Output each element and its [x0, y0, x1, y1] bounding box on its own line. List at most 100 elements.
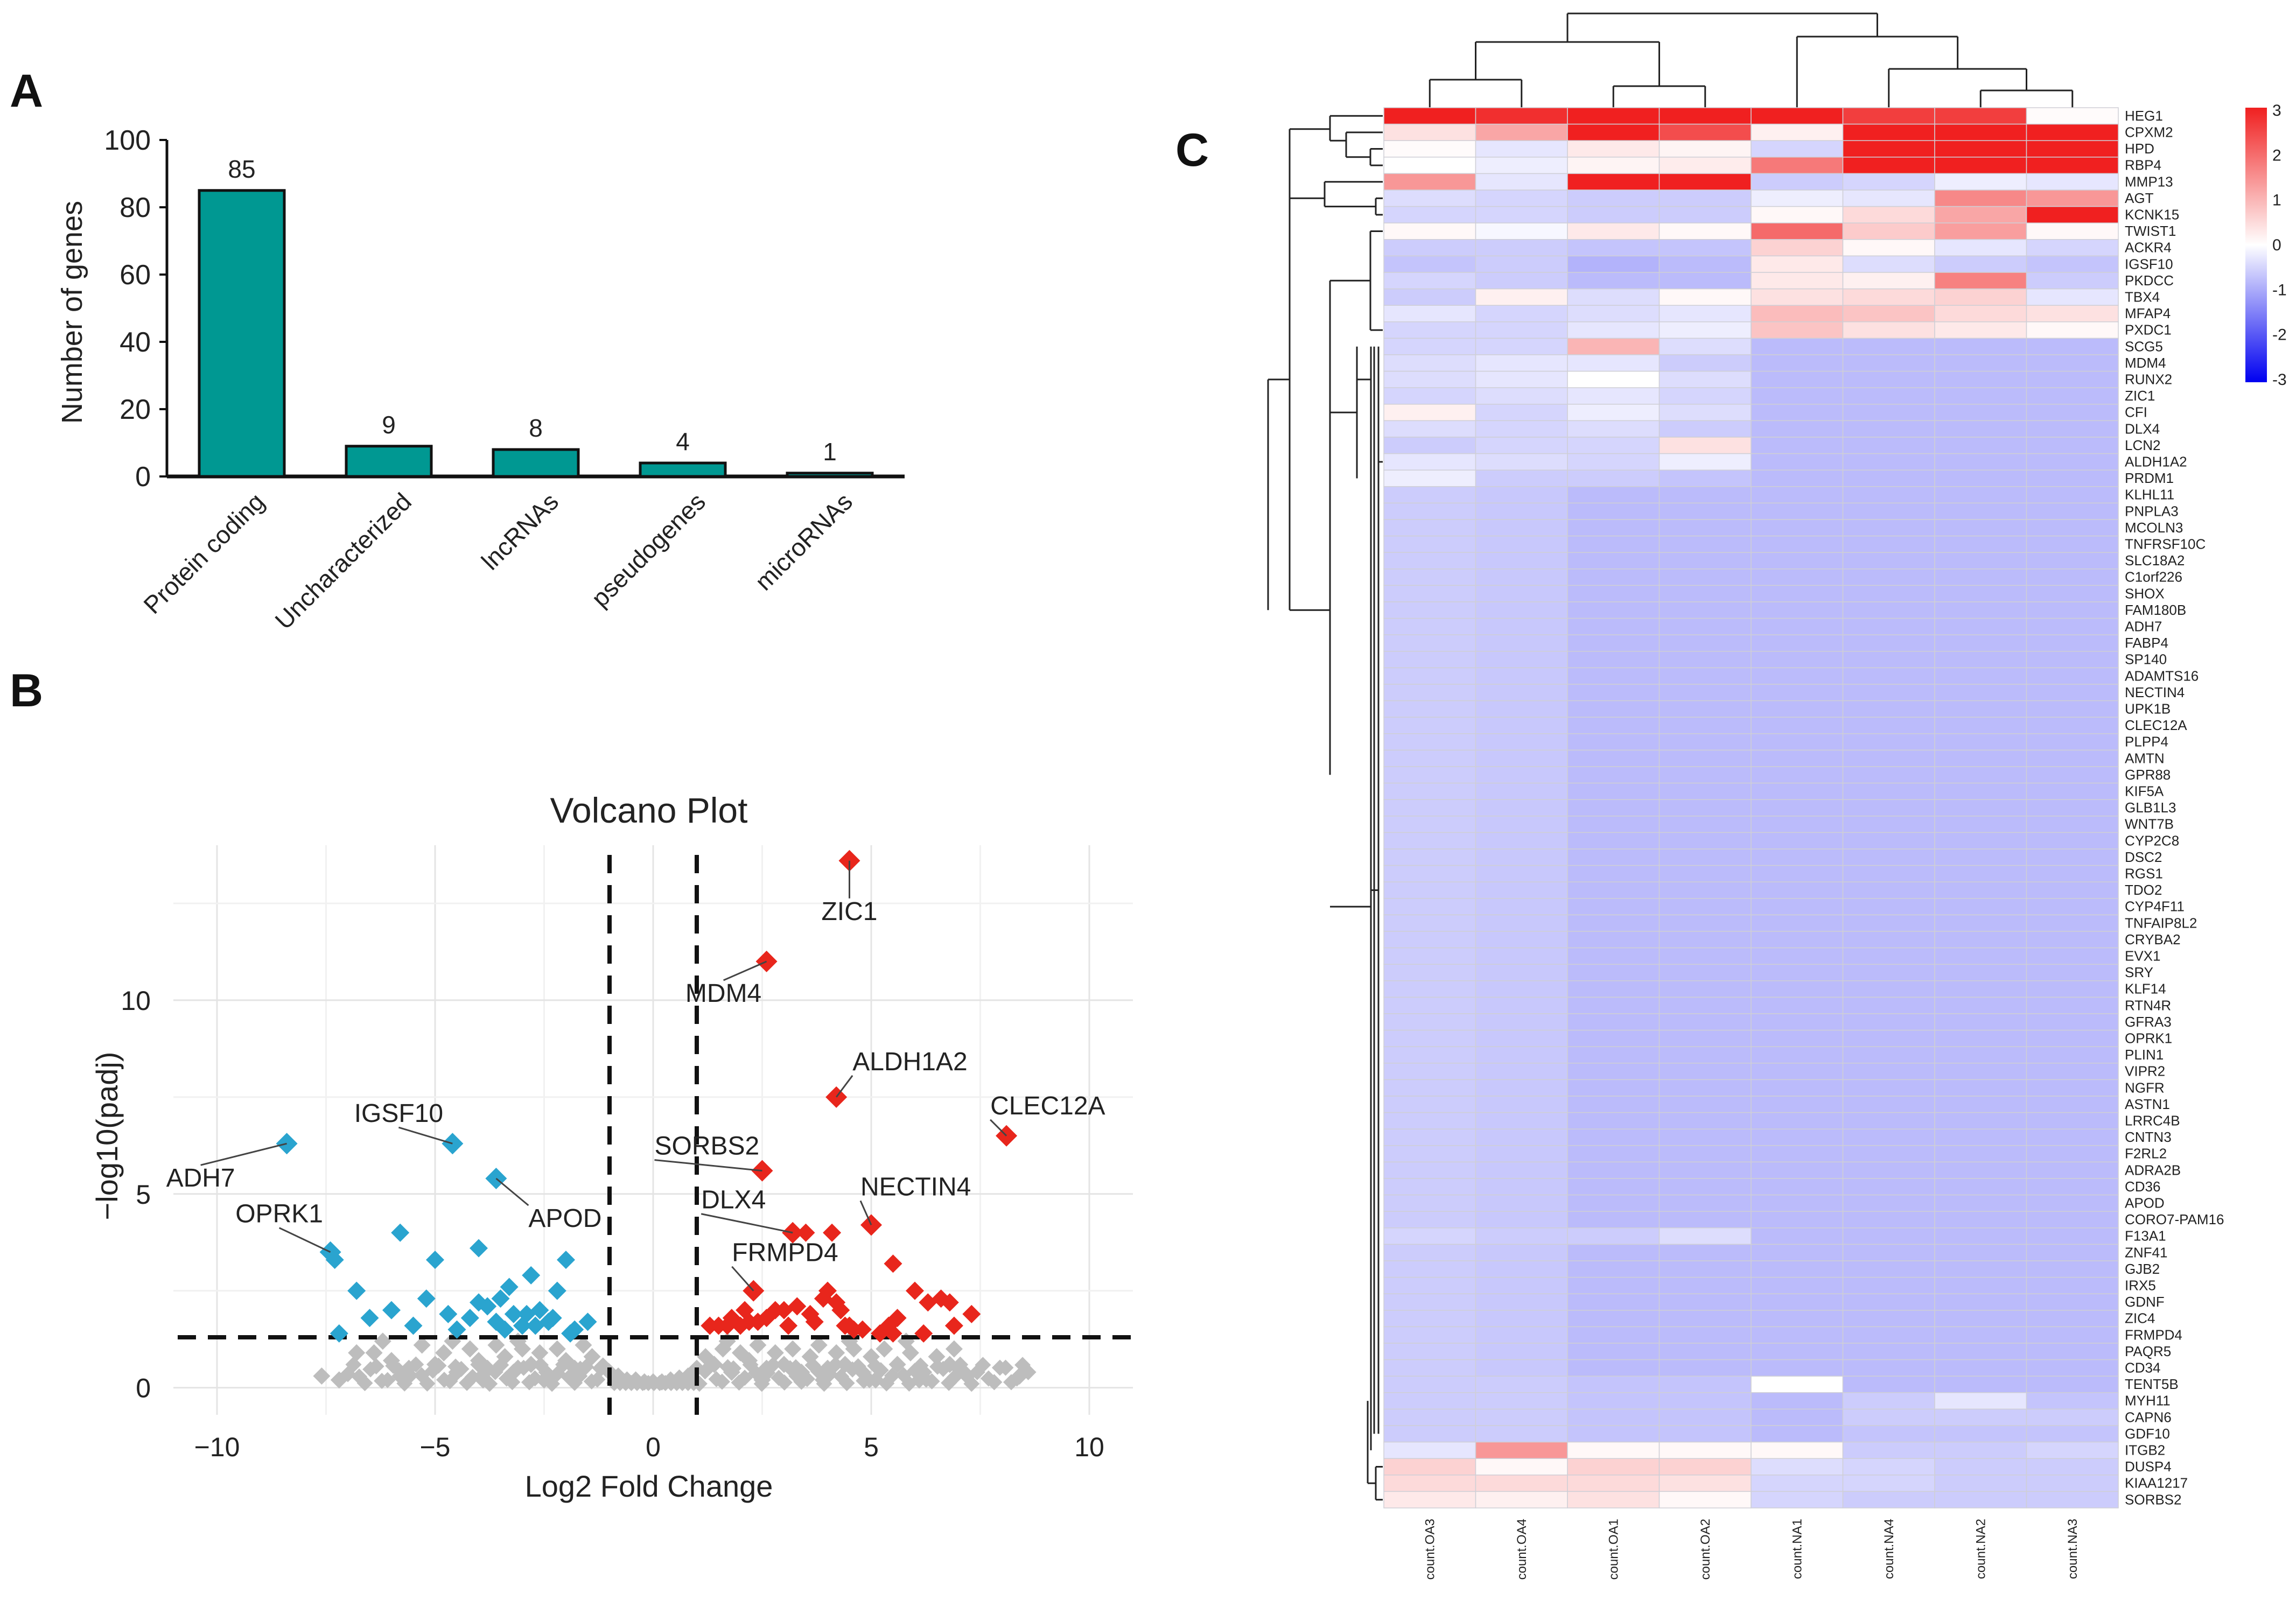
heatmap-cell	[1842, 569, 1935, 586]
heatmap-cell	[1751, 997, 1844, 1014]
heatmap-cell	[2026, 1441, 2119, 1459]
heatmap-cell	[1658, 1079, 1752, 1097]
heatmap-cell	[1751, 914, 1844, 932]
heatmap-cell	[1658, 898, 1752, 916]
heatmap-cell	[1475, 684, 1568, 701]
heatmap-cell	[1567, 107, 1660, 125]
heatmap-cell	[1383, 733, 1476, 751]
heatmap-cell	[2026, 140, 2119, 158]
heatmap-cell	[1383, 569, 1476, 586]
heatmap-cell	[1567, 1260, 1660, 1278]
heatmap-cell	[1658, 519, 1752, 537]
volcano-plot: Volcano Plot Log2 Fold Change −log10(pad…	[90, 790, 1133, 1503]
heatmap-cell	[1658, 1194, 1752, 1212]
heatmap-cell	[1475, 535, 1568, 553]
heatmap-cell	[1842, 255, 1935, 273]
heatmap-cell	[1567, 420, 1660, 438]
volcano-point-ns	[635, 1373, 653, 1391]
heatmap-cell	[2026, 1145, 2119, 1163]
heatmap-cell	[1934, 782, 2027, 800]
heatmap-cell	[1751, 569, 1844, 586]
volcano-point-down	[404, 1316, 423, 1335]
heatmap-cell	[2026, 1161, 2119, 1179]
heatmap-cell	[1475, 190, 1568, 207]
heatmap-cell	[1658, 1112, 1752, 1129]
heatmap-cell	[1475, 1293, 1568, 1311]
heatmap-cell	[1934, 931, 2027, 949]
heatmap-cell	[1751, 173, 1844, 191]
heatmap-cell	[1567, 832, 1660, 850]
heatmap-row-label: PKDCC	[2125, 272, 2174, 289]
heatmap-cell	[1751, 140, 1844, 158]
volcano-point-up	[788, 1297, 807, 1316]
heatmap-cell	[1751, 1145, 1844, 1163]
heatmap-cell	[2026, 865, 2119, 882]
heatmap-cell	[1842, 370, 1935, 388]
heatmap-row-label: MDM4	[2125, 355, 2166, 371]
heatmap-cell	[1567, 222, 1660, 240]
heatmap-cell	[1383, 1491, 1476, 1508]
volcano-point-ns	[945, 1340, 963, 1358]
heatmap-cell	[1751, 634, 1844, 652]
heatmap-cell	[1383, 502, 1476, 520]
heatmap-cell	[1383, 1013, 1476, 1031]
volcano-point-ns	[365, 1344, 383, 1362]
heatmap-cell	[1934, 1475, 2027, 1492]
heatmap-cell	[1475, 338, 1568, 355]
heatmap-cell	[1475, 1029, 1568, 1047]
heatmap-cell	[1383, 1112, 1476, 1129]
heatmap-cell	[1934, 404, 2027, 422]
volcano-point-ns	[496, 1348, 514, 1366]
heatmap-cell	[1567, 1013, 1660, 1031]
heatmap-cell	[1658, 354, 1752, 372]
gene-label-leader	[723, 960, 767, 981]
heatmap-cell	[1475, 717, 1568, 734]
heatmap-cell	[2026, 1178, 2119, 1196]
heatmap-row-label: SLC18A2	[2125, 552, 2185, 569]
heatmap-row-labels: HEG1CPXM2HPDRBP4MMP13AGTKCNK15TWIST1ACKR…	[2125, 108, 2224, 1507]
heatmap-cell	[1751, 684, 1844, 701]
heatmap-cell	[1842, 1244, 1935, 1261]
heatmap-cell	[1751, 1096, 1844, 1113]
heatmap-row-label: FABP4	[2125, 635, 2168, 651]
heatmap-cell	[1475, 1079, 1568, 1097]
heatmap-cell	[1842, 354, 1935, 372]
heatmap-cell	[2026, 931, 2119, 949]
heatmap-cell	[1934, 1376, 2027, 1393]
panel-label-a: A	[10, 65, 43, 117]
heatmap-cell	[1751, 437, 1844, 454]
heatmap-cell	[1658, 914, 1752, 932]
heatmap-cell	[1475, 420, 1568, 438]
heatmap-cell	[1842, 1178, 1935, 1196]
colorbar-tick-label: 0	[2272, 236, 2281, 254]
heatmap-cell	[2026, 601, 2119, 619]
bar-category-label: Protein coding	[138, 487, 270, 619]
heatmap-cell	[1383, 832, 1476, 850]
heatmap-row-label: CFI	[2125, 404, 2147, 420]
heatmap-cell	[1934, 1029, 2027, 1047]
bar-category-label: lncRNAs	[476, 487, 564, 575]
volcano-point-ns	[535, 1371, 553, 1389]
heatmap-cell	[1751, 1475, 1844, 1492]
heatmap-cell	[1842, 700, 1935, 718]
heatmap-cell	[1475, 667, 1568, 685]
volcano-point-ns	[997, 1359, 1014, 1376]
heatmap-row-label: LRRC4B	[2125, 1112, 2180, 1128]
heatmap-cell	[1567, 437, 1660, 454]
heatmap-cell	[1567, 206, 1660, 223]
heatmap-cell	[1383, 552, 1476, 570]
heatmap-cell	[1842, 173, 1935, 191]
heatmap-row-label: RBP4	[2125, 157, 2161, 173]
heatmap-cell	[2026, 1425, 2119, 1443]
heatmap-cell	[1934, 684, 2027, 701]
volcano-point-up	[914, 1324, 933, 1343]
heatmap-cell	[1475, 255, 1568, 273]
heatmap-cell	[1934, 964, 2027, 981]
heatmap-cell	[1751, 964, 1844, 981]
heatmap-cell	[1475, 914, 1568, 932]
volcano-point-up	[962, 1304, 981, 1323]
heatmap-cell	[1383, 206, 1476, 223]
heatmap-cell	[2026, 1458, 2119, 1476]
heatmap-cell	[1567, 173, 1660, 191]
volcano-point-ns	[330, 1371, 348, 1389]
